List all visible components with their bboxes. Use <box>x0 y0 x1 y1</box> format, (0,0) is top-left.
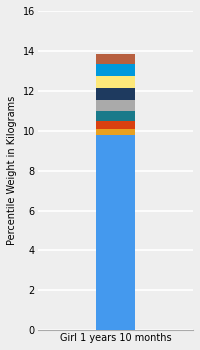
Bar <box>96 129 135 135</box>
Bar <box>96 64 135 76</box>
Bar <box>96 121 135 129</box>
Bar <box>96 76 135 88</box>
Y-axis label: Percentile Weight in Kilograms: Percentile Weight in Kilograms <box>7 96 17 245</box>
Bar <box>96 135 135 330</box>
Bar <box>96 88 135 100</box>
Bar <box>96 54 135 64</box>
Bar <box>96 100 135 111</box>
Bar <box>96 111 135 121</box>
